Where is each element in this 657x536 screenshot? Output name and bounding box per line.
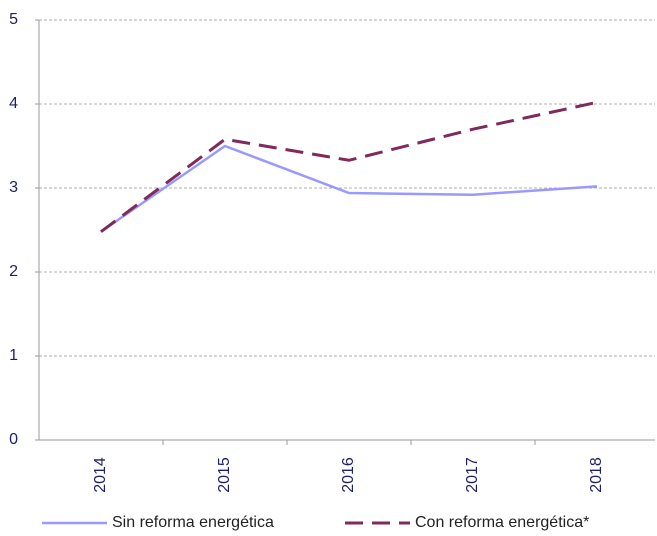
y-tick-label: 3 — [9, 179, 18, 196]
series-line — [100, 100, 598, 233]
x-tick-label: 2018 — [588, 457, 605, 493]
legend-label: Sin reforma energética — [112, 514, 274, 531]
series-line — [100, 144, 598, 233]
x-tick-label: 2016 — [340, 457, 357, 493]
y-tick-label: 2 — [9, 263, 18, 280]
y-tick-label: 1 — [9, 347, 18, 364]
y-tick-label: 5 — [9, 11, 18, 28]
y-tick-label: 4 — [9, 95, 18, 112]
x-tick-label: 2017 — [464, 457, 481, 493]
y-tick-label: 0 — [9, 431, 18, 448]
x-tick-label: 2014 — [92, 457, 109, 493]
x-tick-label: 2015 — [216, 457, 233, 493]
legend-label: Con reforma energética* — [415, 514, 589, 531]
